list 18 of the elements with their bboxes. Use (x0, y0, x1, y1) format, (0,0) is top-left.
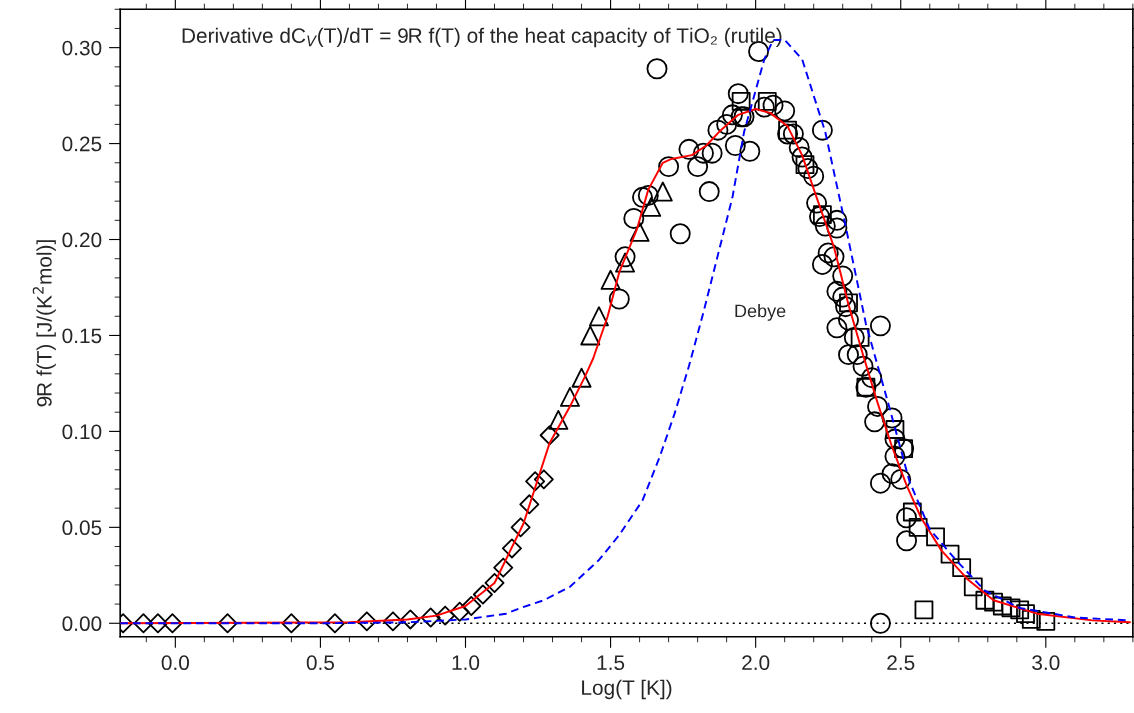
annotation: Derivative dC$_{V}$(T)/dT = 9R f(T) of the heat capacity of TiO₂ (rutile) (182, 27, 782, 48)
y-tick-label: 0.10 (62, 424, 102, 440)
x-tick-label: 0.5 (306, 655, 335, 671)
x-tick-label: 3.0 (1032, 655, 1060, 671)
y-axis-title: 9R f(T) [J/(K$^{2}$mol)] (32, 240, 56, 407)
x-tick-label: 2.5 (887, 655, 915, 671)
x-tick-label: 0.0 (161, 655, 189, 671)
y-tick-label: 0.20 (62, 232, 102, 248)
x-tick-label: 1.0 (452, 655, 480, 671)
y-tick-label: 0.00 (62, 616, 102, 632)
x-tick-label: 1.5 (597, 655, 625, 671)
x-axis-title: Log(T [K]) (582, 679, 672, 700)
y-tick-label: 0.05 (62, 520, 102, 536)
y-tick-label: 0.25 (62, 136, 102, 152)
y-tick-label: 0.30 (62, 40, 102, 56)
x-tick-label: 2.0 (742, 655, 770, 671)
series-label: Debye (735, 304, 786, 321)
y-tick-label: 0.15 (62, 328, 102, 344)
